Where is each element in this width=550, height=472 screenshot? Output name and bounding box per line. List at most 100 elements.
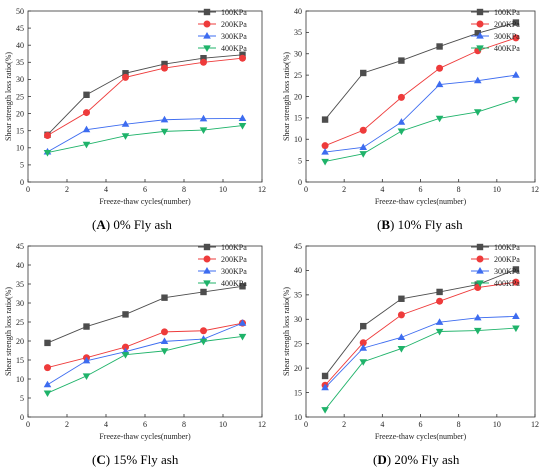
legend: 100KPa 200KPa 300KPa 400KPa	[198, 8, 247, 53]
legend-marker	[476, 32, 484, 39]
legend-marker	[203, 280, 211, 287]
caption-panel-b: (B) 10% Fly ash	[377, 217, 463, 232]
data-point	[512, 312, 520, 319]
data-point	[512, 266, 520, 273]
data-point	[435, 328, 444, 336]
series-200kpa	[44, 54, 246, 139]
series-300kpa	[321, 71, 520, 155]
series-400kpa	[43, 122, 247, 157]
data-point	[473, 313, 482, 321]
y-axis-title: Shear strength loss ratio(%)	[4, 287, 13, 376]
series-line	[324, 315, 516, 388]
series-line	[47, 57, 243, 136]
data-point	[82, 125, 91, 133]
y-tick-label: 25	[16, 318, 24, 327]
data-point	[238, 122, 247, 130]
data-point	[238, 319, 247, 326]
series-line	[47, 54, 243, 136]
legend-marker	[476, 8, 484, 16]
y-tick-label: 30	[16, 299, 24, 308]
series-line	[47, 125, 243, 154]
data-point	[359, 344, 368, 351]
series-line	[47, 322, 243, 386]
data-point	[82, 356, 91, 364]
caption-letter-d: D	[377, 452, 387, 467]
series-line	[324, 281, 516, 386]
x-tick-label: 4	[380, 420, 384, 429]
data-point	[359, 126, 367, 134]
data-point	[121, 120, 130, 127]
data-point	[359, 143, 368, 150]
y-tick-label: 0	[20, 178, 24, 187]
data-point	[160, 337, 169, 344]
caption-letter-c: C	[96, 452, 106, 467]
y-tick-label: 30	[294, 315, 302, 324]
y-tick-label: 45	[16, 24, 24, 33]
y-tick-label: 0	[20, 413, 24, 422]
x-tick-label: 4	[380, 185, 384, 194]
data-point	[321, 142, 329, 150]
x-tick-label: 0	[304, 420, 308, 429]
data-point	[200, 288, 207, 296]
legend-label: 300KPa	[494, 267, 520, 276]
data-point	[161, 294, 168, 301]
y-tick-label: 15	[16, 356, 24, 365]
y-tick-label: 35	[16, 58, 24, 67]
x-tick-label: 6	[143, 420, 147, 429]
legend-marker	[476, 20, 484, 28]
caption-panel-d: (D) 20% Fly ash	[373, 452, 460, 467]
legend-label: 400KPa	[221, 44, 247, 53]
data-point	[43, 149, 52, 157]
data-point	[199, 127, 208, 135]
series-100kpa	[321, 266, 520, 380]
legend: 100KPa 200KPa 300KPa 400KPa	[198, 243, 247, 288]
y-tick-label: 30	[16, 75, 24, 84]
legend-marker	[203, 45, 211, 52]
y-tick-label: 25	[294, 340, 302, 349]
x-tick-label: 4	[104, 185, 108, 194]
data-point	[397, 128, 406, 136]
x-tick-label: 12	[258, 420, 266, 429]
legend-marker	[476, 280, 484, 287]
legend-marker	[203, 255, 211, 263]
data-point	[199, 338, 208, 346]
x-axis-title: Freeze-thaw cycles(number)	[375, 197, 467, 206]
series-line	[324, 99, 517, 162]
series-line	[324, 269, 517, 377]
data-point	[473, 76, 482, 84]
legend-label: 300KPa	[221, 267, 247, 276]
series-line	[47, 335, 243, 394]
data-point	[43, 380, 52, 388]
y-tick-label: 40	[294, 266, 302, 275]
x-tick-label: 0	[26, 185, 30, 194]
series-200kpa	[321, 34, 520, 150]
data-point	[436, 64, 444, 72]
legend-label: 100KPa	[494, 8, 520, 17]
x-tick-label: 8	[182, 185, 186, 194]
data-point	[83, 109, 90, 117]
data-point	[122, 343, 129, 351]
data-point	[435, 318, 444, 325]
x-tick-label: 10	[493, 185, 501, 194]
legend-label: 400KPa	[494, 279, 520, 288]
data-point	[121, 352, 130, 359]
legend-label: 100KPa	[221, 8, 247, 17]
y-tick-label: 50	[16, 7, 24, 16]
data-point	[321, 383, 329, 391]
data-point	[82, 373, 91, 380]
series-400kpa	[321, 325, 520, 414]
data-point	[473, 327, 482, 335]
data-point	[44, 364, 51, 372]
data-point	[161, 328, 168, 336]
data-point	[160, 128, 169, 136]
x-tick-label: 6	[143, 185, 147, 194]
data-point	[473, 109, 482, 116]
data-point	[82, 141, 91, 149]
y-tick-label: 45	[16, 242, 24, 251]
data-point	[359, 339, 367, 347]
data-point	[359, 359, 368, 366]
series-line	[47, 322, 243, 369]
data-point	[436, 43, 443, 50]
legend-label: 300KPa	[494, 32, 520, 41]
